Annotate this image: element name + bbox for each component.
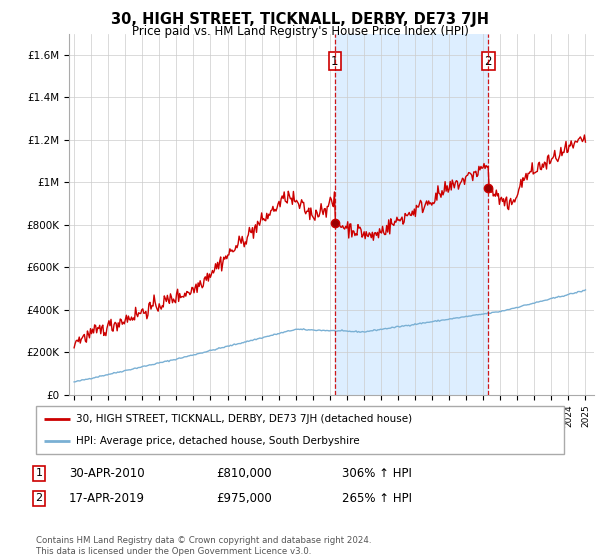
Text: 306% ↑ HPI: 306% ↑ HPI <box>342 466 412 480</box>
Text: 30, HIGH STREET, TICKNALL, DERBY, DE73 7JH: 30, HIGH STREET, TICKNALL, DERBY, DE73 7… <box>111 12 489 27</box>
Text: 30, HIGH STREET, TICKNALL, DERBY, DE73 7JH (detached house): 30, HIGH STREET, TICKNALL, DERBY, DE73 7… <box>76 414 412 424</box>
Text: £810,000: £810,000 <box>216 466 272 480</box>
Text: 30-APR-2010: 30-APR-2010 <box>69 466 145 480</box>
Text: 1: 1 <box>331 55 338 68</box>
Text: 2: 2 <box>35 493 43 503</box>
Text: HPI: Average price, detached house, South Derbyshire: HPI: Average price, detached house, Sout… <box>76 436 359 446</box>
Text: 2: 2 <box>485 55 492 68</box>
Text: £975,000: £975,000 <box>216 492 272 505</box>
Bar <box>335 34 488 395</box>
Text: Contains HM Land Registry data © Crown copyright and database right 2024.
This d: Contains HM Land Registry data © Crown c… <box>36 536 371 556</box>
Text: 265% ↑ HPI: 265% ↑ HPI <box>342 492 412 505</box>
FancyBboxPatch shape <box>36 406 564 454</box>
Text: 1: 1 <box>35 468 43 478</box>
Text: 17-APR-2019: 17-APR-2019 <box>69 492 145 505</box>
Text: Price paid vs. HM Land Registry's House Price Index (HPI): Price paid vs. HM Land Registry's House … <box>131 25 469 38</box>
